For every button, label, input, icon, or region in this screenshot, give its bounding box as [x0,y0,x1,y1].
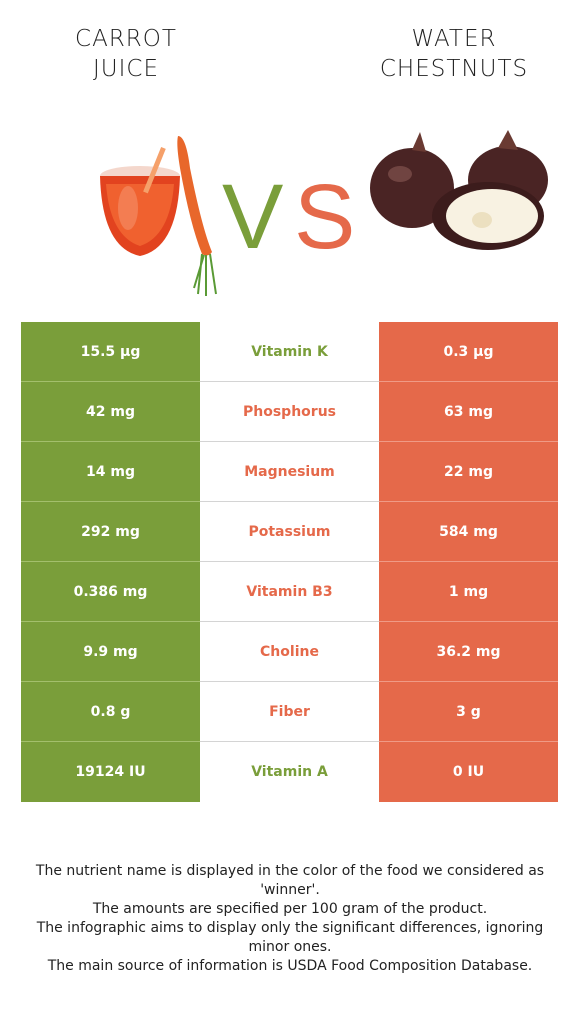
right-food-value: 584 mg [379,502,558,562]
footer-note-amounts: The amounts are specified per 100 gram o… [92,901,488,917]
right-food-value: 36.2 mg [379,622,558,682]
right-food-value: 1 mg [379,562,558,622]
left-food-value: 0.386 mg [21,562,200,622]
carrot-greens [193,253,217,296]
vs-letter-s: S [294,166,352,256]
nutrient-name: Magnesium [200,442,379,502]
chestnut-core [472,212,492,228]
footer-note-winner: The nutrient name is displayed in the co… [35,863,545,898]
footer-notes: The nutrient name is displayed in the co… [20,862,560,976]
table-row: 14 mg Magnesium 22 mg [21,442,558,502]
nutrient-name: Vitamin A [200,742,379,802]
chestnut-whole-left [370,148,454,228]
right-food-value: 0 IU [379,742,558,802]
left-food-value: 9.9 mg [21,622,200,682]
nutrient-name: Choline [200,622,379,682]
chestnut-shine [388,166,412,182]
carrot-juice-image [100,136,217,296]
table-row: 42 mg Phosphorus 63 mg [21,382,558,442]
right-food-title-line1: WATER [411,26,497,52]
cup-highlight [118,186,138,230]
nutrient-comparison-table: 15.5 µg Vitamin K 0.3 µg 42 mg Phosphorus 63 … [21,322,558,802]
straw [143,146,166,194]
left-food-title-line1: CARROT [75,26,177,52]
left-food-value: 15.5 µg [21,322,200,382]
left-food-value: 42 mg [21,382,200,442]
table-row: 0.8 g Fiber 3 g [21,682,558,742]
left-food-title-line2: JUICE [93,56,159,82]
nutrient-name: Vitamin B3 [200,562,379,622]
vs-letter-v: V [222,166,283,256]
vs-label: V S [222,166,352,256]
right-food-value: 3 g [379,682,558,742]
nutrient-name: Potassium [200,502,379,562]
left-food-value: 19124 IU [21,742,200,802]
footer-note-differences: The infographic aims to display only the… [36,920,544,955]
nutrient-name: Fiber [200,682,379,742]
table-row: 292 mg Potassium 584 mg [21,502,558,562]
table-row: 15.5 µg Vitamin K 0.3 µg [21,322,558,382]
right-food-title-line2: CHESTNUTS [379,56,529,82]
left-food-value: 0.8 g [21,682,200,742]
footer-note-source: The main source of information is USDA F… [47,958,533,974]
right-food-title: WATER CHESTNUTS [354,24,554,84]
chestnut-half-flesh [446,189,538,243]
carrot [177,136,212,256]
nutrient-name: Phosphorus [200,382,379,442]
right-food-value: 0.3 µg [379,322,558,382]
right-food-value: 22 mg [379,442,558,502]
chestnut-sprout-left [412,132,426,152]
table-row: 9.9 mg Choline 36.2 mg [21,622,558,682]
right-food-value: 63 mg [379,382,558,442]
left-food-title: CARROT JUICE [26,24,226,84]
left-food-value: 292 mg [21,502,200,562]
left-food-value: 14 mg [21,442,200,502]
juice [106,184,174,246]
nutrient-name: Vitamin K [200,322,379,382]
water-chestnuts-image [370,130,548,250]
chestnut-sprout-right [498,130,518,150]
table-row: 0.386 mg Vitamin B3 1 mg [21,562,558,622]
